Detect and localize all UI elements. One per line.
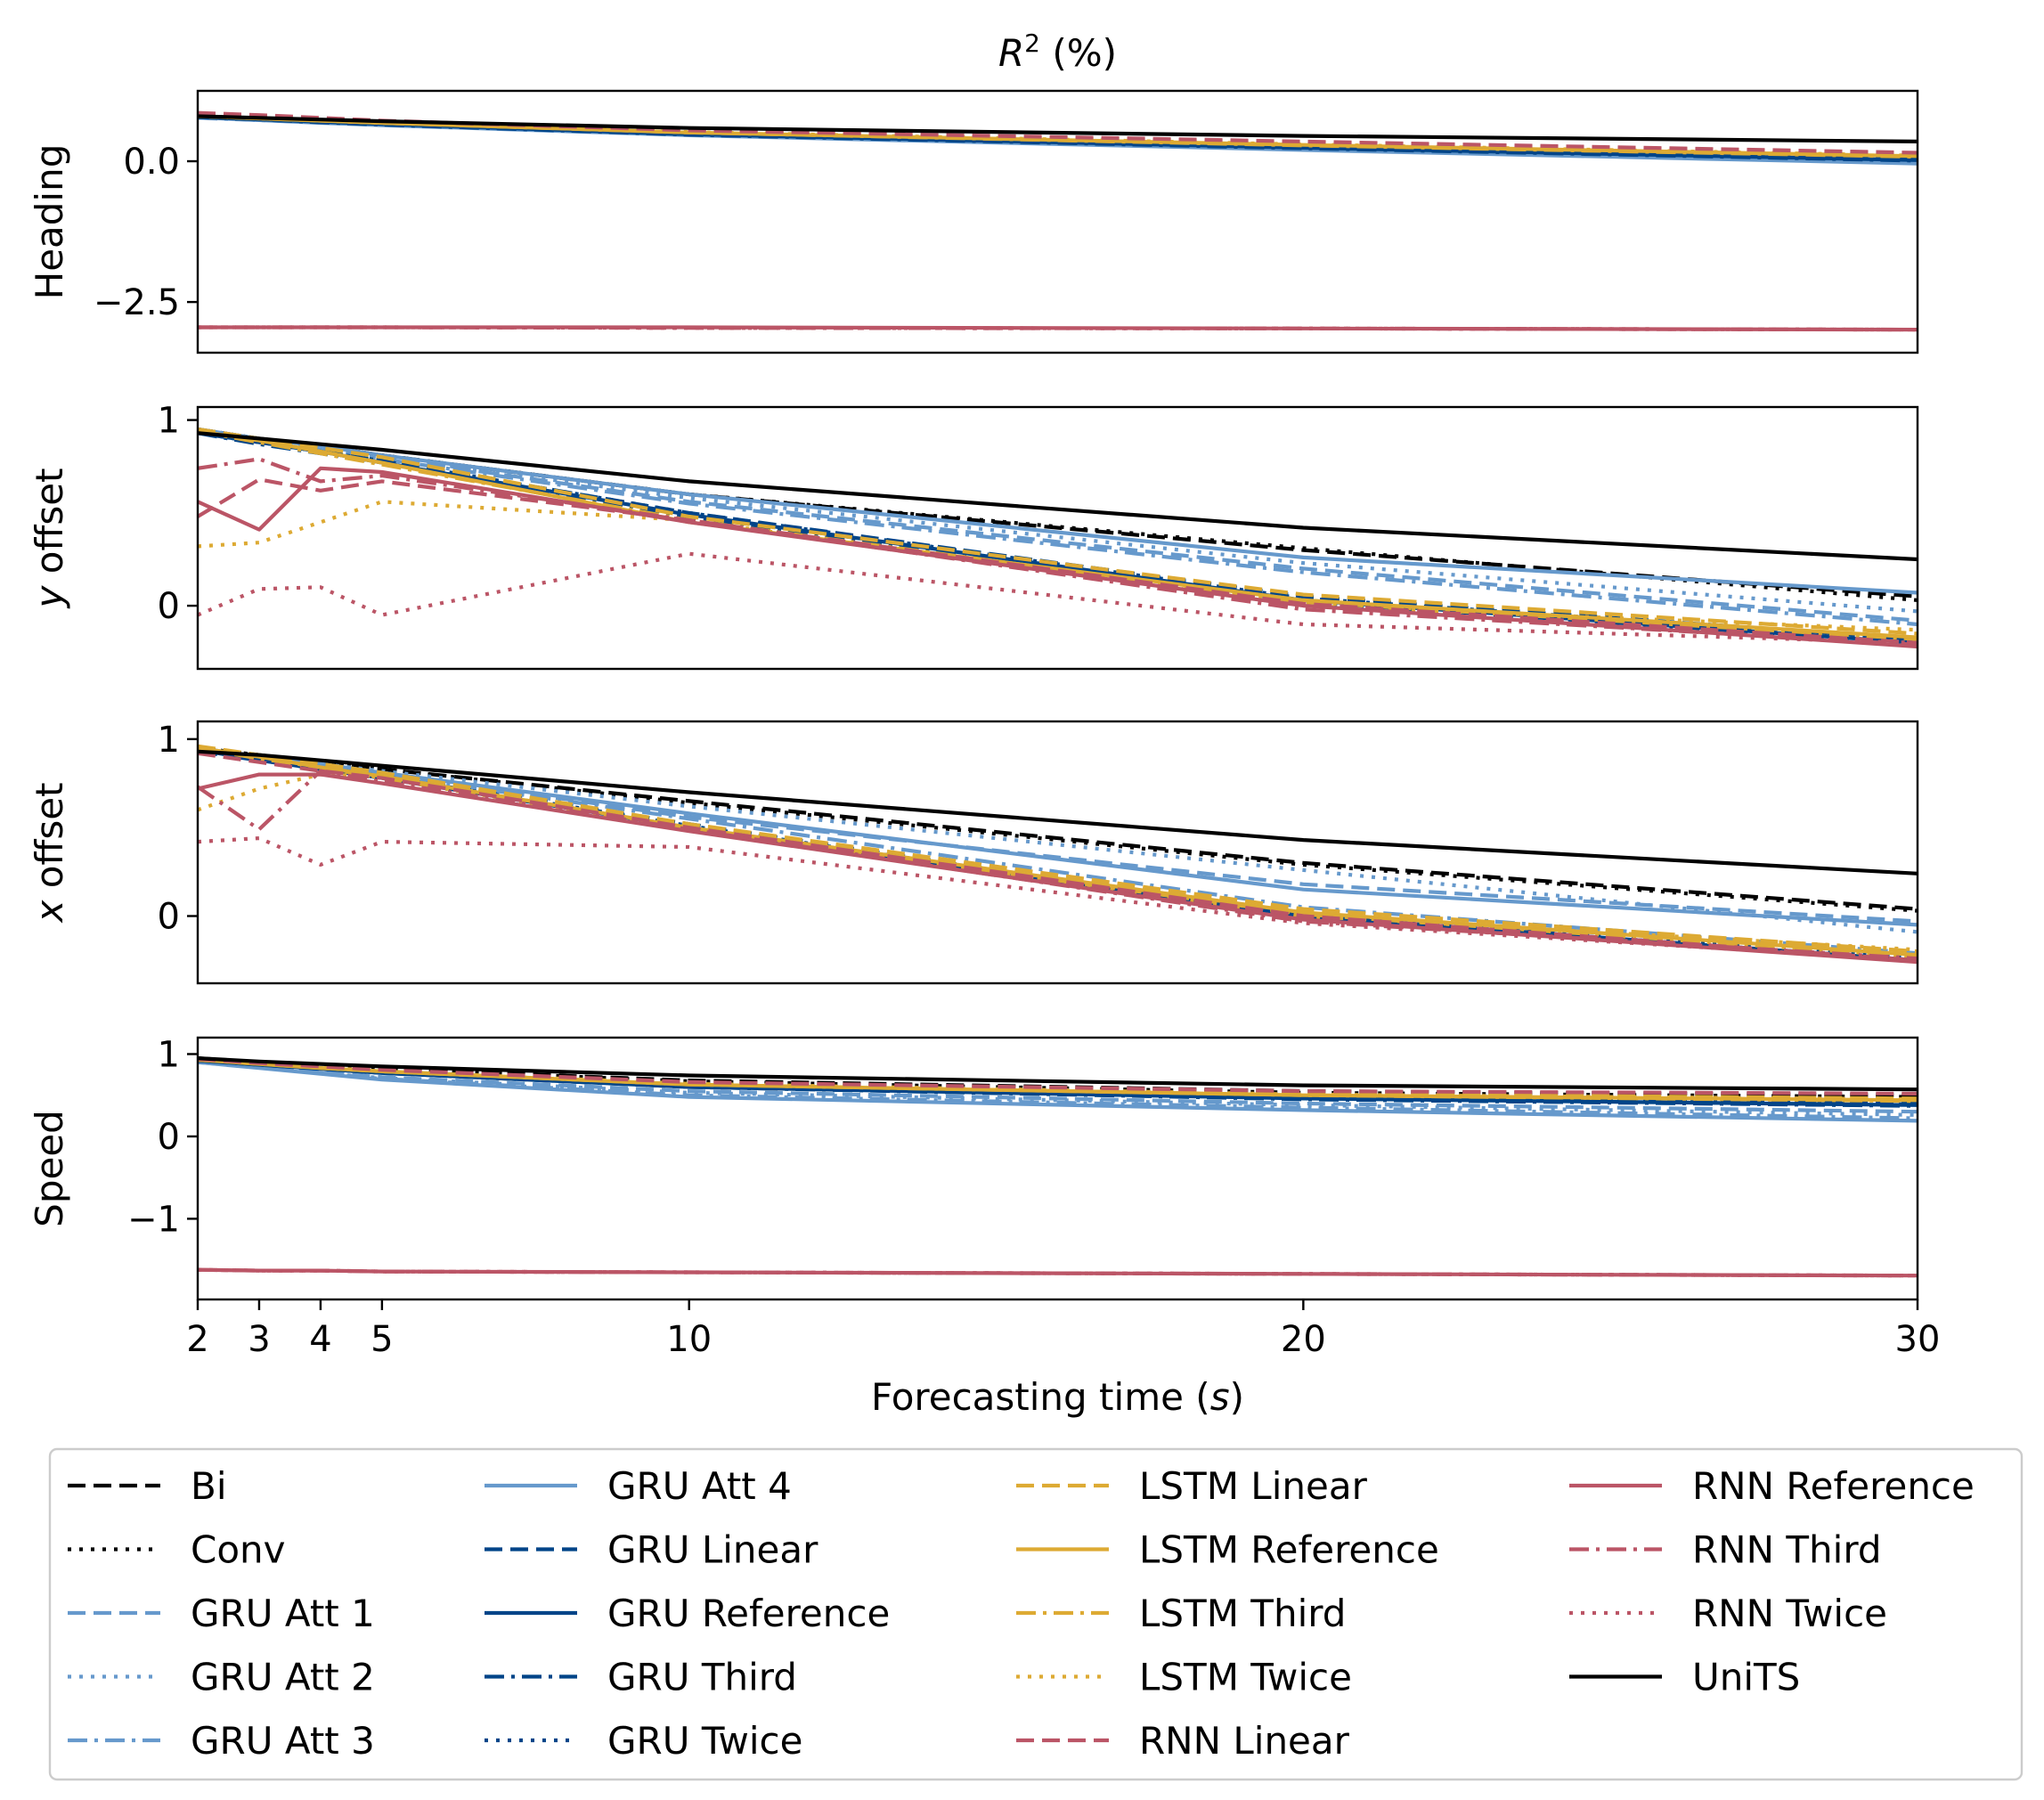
y-tick-label: 0: [158, 586, 180, 627]
legend-label: GRU Att 3: [191, 1719, 375, 1763]
legend-label: GRU Att 1: [191, 1592, 375, 1635]
y-axis-label-rest: offset: [28, 468, 71, 585]
y-tick-label: −1: [127, 1199, 180, 1240]
y-tick-label: 1: [158, 1034, 180, 1075]
legend-label: GRU Att 4: [607, 1464, 792, 1508]
legend-label: LSTM Third: [1139, 1592, 1346, 1635]
x-tick-label: 10: [666, 1319, 712, 1360]
legend-label: LSTM Twice: [1139, 1656, 1352, 1699]
series-line-rnn-twice: [198, 328, 1918, 330]
y-tick-label: 0: [158, 1117, 180, 1158]
x-axis-label-part: ): [1230, 1375, 1244, 1419]
legend-group: Bi Conv GRU Att 1 GRU Att 2 GRU Att 3 GRU Att…: [50, 1449, 2022, 1780]
y-axis-label: Heading: [28, 144, 71, 300]
legend-label: GRU Reference: [607, 1592, 890, 1635]
legend-label: Conv: [191, 1528, 286, 1572]
y-tick-label: 1: [158, 720, 180, 761]
legend-label: GRU Twice: [607, 1719, 802, 1763]
y-axis-label: x offset: [28, 782, 71, 924]
legend-label: GRU Third: [607, 1656, 797, 1699]
x-axis-label: Forecasting time (s): [871, 1375, 1244, 1419]
x-tick-label: 30: [1895, 1319, 1941, 1360]
legend-label: UniTS: [1692, 1656, 1800, 1699]
legend-label: Bi: [191, 1464, 226, 1508]
y-axis-label-rest: offset: [28, 782, 71, 900]
y-axis-label: y offset: [28, 468, 71, 609]
y-axis-label: Speed: [28, 1110, 71, 1227]
y-tick-label: 0.0: [123, 142, 180, 183]
legend-label: RNN Linear: [1139, 1719, 1350, 1763]
x-axis-label-part: Forecasting time (: [871, 1375, 1210, 1419]
legend-label: RNN Twice: [1692, 1592, 1887, 1635]
legend-label: GRU Att 2: [191, 1656, 375, 1699]
chart-title: R2 (%): [998, 29, 1117, 76]
chart-title-part: R: [998, 31, 1024, 75]
legend-label: RNN Reference: [1692, 1464, 1975, 1508]
x-tick-label: 5: [371, 1319, 393, 1360]
chart-title-group: R2 (%): [998, 29, 1117, 76]
x-tick-label: 20: [1281, 1319, 1326, 1360]
y-axis-label-var: y: [28, 585, 71, 610]
x-tick-label: 3: [248, 1319, 270, 1360]
x-tick-label: 4: [309, 1319, 331, 1360]
y-tick-label: 1: [158, 401, 180, 442]
legend-label: LSTM Linear: [1139, 1464, 1368, 1508]
y-tick-label: −2.5: [94, 282, 180, 323]
x-axis-label-unit: s: [1210, 1375, 1230, 1419]
legend-label: RNN Third: [1692, 1528, 1882, 1572]
y-tick-label: 0: [158, 897, 180, 938]
y-axis-label-var: x: [28, 900, 71, 924]
legend-label: GRU Linear: [607, 1528, 818, 1572]
x-tick-label: 2: [186, 1319, 208, 1360]
legend-label: LSTM Reference: [1139, 1528, 1439, 1572]
chart-title-part: (%): [1040, 31, 1117, 75]
chart-title-part: 2: [1024, 29, 1040, 58]
